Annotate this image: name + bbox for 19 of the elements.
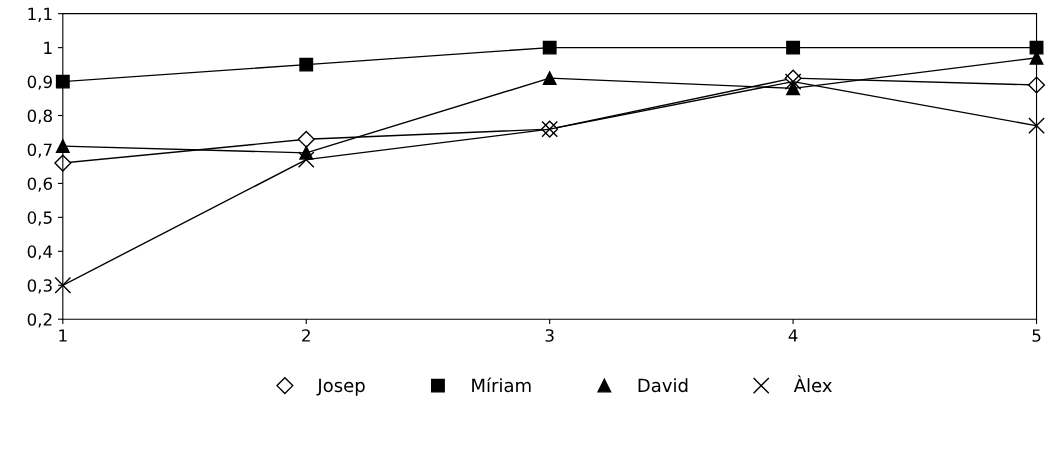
x-tick-label: 3 (545, 329, 554, 342)
y-tick-label: 0,3 (27, 279, 52, 294)
x-tick-label: 5 (1032, 329, 1041, 342)
y-tick-label: 0,9 (27, 75, 52, 90)
x-tick-label: 4 (788, 329, 798, 342)
y-tick-label: 0,5 (27, 211, 52, 226)
legend-label: Josep (316, 378, 365, 396)
legend-label: Míriam (472, 377, 531, 393)
y-tick-label: 0,6 (27, 177, 53, 192)
y-tick-label: 1,1 (28, 7, 52, 22)
legend-label: David (638, 378, 688, 393)
y-tick-label: 0,7 (27, 143, 52, 158)
x-tick-label: 1 (59, 329, 67, 342)
x-tick-label: 2 (302, 329, 310, 342)
y-tick-label: 0,4 (27, 245, 53, 260)
y-tick-label: 1 (44, 41, 52, 54)
y-tick-label: 0,8 (27, 109, 52, 124)
y-tick-label: 0,2 (27, 313, 52, 328)
legend-label: Àlex (793, 375, 832, 393)
